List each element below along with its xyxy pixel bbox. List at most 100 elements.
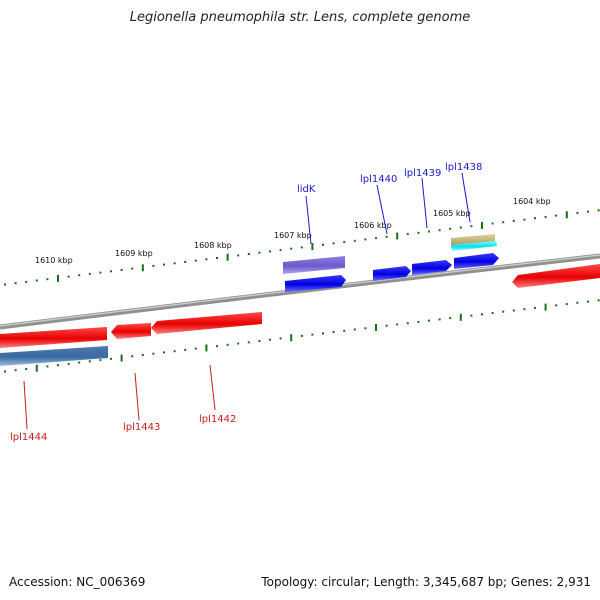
gene-label-lpl1439[interactable]: lpl1439 xyxy=(404,168,441,179)
gene-feature-lidK-annotation[interactable] xyxy=(283,256,345,274)
ruler-minor-tick xyxy=(428,319,430,322)
ruler-minor-tick xyxy=(131,267,134,270)
gene-feature-lpl1443[interactable] xyxy=(111,323,151,339)
ruler-minor-tick xyxy=(396,323,399,326)
ruler-minor-tick xyxy=(523,308,526,311)
ruler-minor-tick xyxy=(152,264,155,267)
ruler-minor-tick xyxy=(226,343,229,346)
gene-feature-lpl1440[interactable] xyxy=(373,266,411,281)
gene-feature-lpl1442[interactable] xyxy=(151,312,262,334)
ruler-minor-tick xyxy=(502,221,505,224)
ruler-minor-tick xyxy=(279,249,282,252)
gene-label-lpl1444[interactable]: lpl1444 xyxy=(10,432,47,443)
ruler-minor-tick xyxy=(353,239,356,242)
ruler-major-tick xyxy=(565,211,568,219)
ruler-minor-tick xyxy=(523,218,526,221)
ruler-major-tick xyxy=(396,232,399,240)
ruler-minor-tick xyxy=(343,241,346,244)
ruler-minor-tick xyxy=(385,235,388,238)
ruler-minor-tick xyxy=(428,230,430,233)
ruler-minor-tick xyxy=(406,322,409,325)
ruler-major-tick xyxy=(57,274,59,282)
ruler-major-tick xyxy=(459,313,462,321)
ruler-minor-tick xyxy=(332,331,335,334)
ruler-minor-tick xyxy=(449,317,452,320)
ruler-major-tick xyxy=(141,264,144,272)
ruler-minor-tick xyxy=(194,347,197,350)
gene-label-lidK[interactable]: lidK xyxy=(297,184,316,195)
ruler-minor-tick xyxy=(237,342,240,345)
ruler-minor-tick xyxy=(491,222,494,225)
ruler-minor-tick xyxy=(322,332,324,335)
ruler-minor-tick xyxy=(237,254,240,257)
ruler-minor-tick xyxy=(57,364,59,367)
gene-label-lpl1438[interactable]: lpl1438 xyxy=(445,162,482,173)
ruler-major-tick xyxy=(226,253,229,261)
ruler-minor-tick xyxy=(343,329,346,332)
ruler-label: 1608 kbp xyxy=(194,241,232,250)
gene-feature-lpl1438[interactable] xyxy=(454,253,499,269)
ruler-minor-tick xyxy=(491,312,494,314)
ruler-minor-tick xyxy=(438,229,441,232)
ruler-label: 1610 kbp xyxy=(35,256,73,265)
reverse-gene-labels: lpl1444 lpl1443 lpl1442 xyxy=(10,364,236,443)
ruler-minor-tick xyxy=(25,368,28,370)
ruler-minor-tick xyxy=(173,350,176,353)
forward-gene-labels: lidK lpl1440 lpl1439 lpl1438 xyxy=(297,162,482,245)
map-title: Legionella pneumophila str. Lens, comple… xyxy=(129,10,471,25)
gene-feature-right-edge[interactable] xyxy=(512,264,600,288)
accession-text: Accession: NC_006369 xyxy=(9,575,146,589)
ruler-label: 1605 kbp xyxy=(433,209,471,218)
ruler-minor-tick xyxy=(449,227,452,230)
ruler-minor-tick xyxy=(99,359,102,362)
ruler-minor-tick xyxy=(300,334,303,337)
ruler-minor-tick xyxy=(481,313,483,316)
ruler-minor-tick xyxy=(163,351,165,354)
ruler-minor-tick xyxy=(88,360,91,363)
forward-features xyxy=(283,234,499,292)
ruler-minor-tick xyxy=(555,214,558,217)
ruler-label: 1606 kbp xyxy=(354,221,392,230)
ruler-minor-tick xyxy=(110,270,112,273)
ruler-minor-tick xyxy=(46,365,49,368)
ruler-major-tick xyxy=(481,221,483,229)
ruler-minor-tick xyxy=(375,237,377,240)
ruler-minor-tick xyxy=(258,251,261,254)
ruler-minor-tick xyxy=(110,357,112,360)
ruler-minor-tick xyxy=(332,242,335,245)
ruler-minor-tick xyxy=(311,333,314,336)
gene-label-lpl1442[interactable]: lpl1442 xyxy=(199,414,236,425)
ruler-minor-tick xyxy=(576,211,579,214)
gene-feature-lpl1439[interactable] xyxy=(412,260,452,275)
ruler-minor-tick xyxy=(364,327,367,330)
ruler-minor-tick xyxy=(216,345,218,348)
ruler-minor-tick xyxy=(597,209,600,212)
ruler-minor-tick xyxy=(163,263,165,266)
ruler-minor-tick xyxy=(25,280,28,283)
ruler-ticks-lower xyxy=(4,299,600,373)
ruler-minor-tick xyxy=(417,231,420,234)
gene-feature-lpl1444[interactable] xyxy=(0,327,107,348)
ruler-major-tick xyxy=(290,334,293,342)
gene-feature-lpl1444-annotation[interactable] xyxy=(0,346,108,366)
ruler-minor-tick xyxy=(502,310,505,313)
ruler-minor-tick xyxy=(597,299,600,302)
gene-label-lpl1443[interactable]: lpl1443 xyxy=(123,422,160,433)
ruler-minor-tick xyxy=(67,362,70,365)
ruler-minor-tick xyxy=(14,369,17,372)
ruler-major-tick xyxy=(544,303,547,311)
gene-feature-lpl1438-rna[interactable] xyxy=(451,241,497,251)
ruler-minor-tick xyxy=(555,304,558,307)
ruler-minor-tick xyxy=(544,215,547,218)
ruler-minor-tick xyxy=(470,225,473,228)
gene-feature-lidK[interactable] xyxy=(285,275,346,292)
ruler-minor-tick xyxy=(4,370,6,373)
reverse-features xyxy=(0,264,600,366)
ruler-minor-tick xyxy=(152,352,155,355)
ruler-minor-tick xyxy=(184,261,187,263)
ruler-minor-tick xyxy=(587,210,589,213)
gene-label-lpl1440[interactable]: lpl1440 xyxy=(360,174,397,185)
ruler-minor-tick xyxy=(173,262,176,265)
ruler-minor-tick xyxy=(78,361,81,364)
